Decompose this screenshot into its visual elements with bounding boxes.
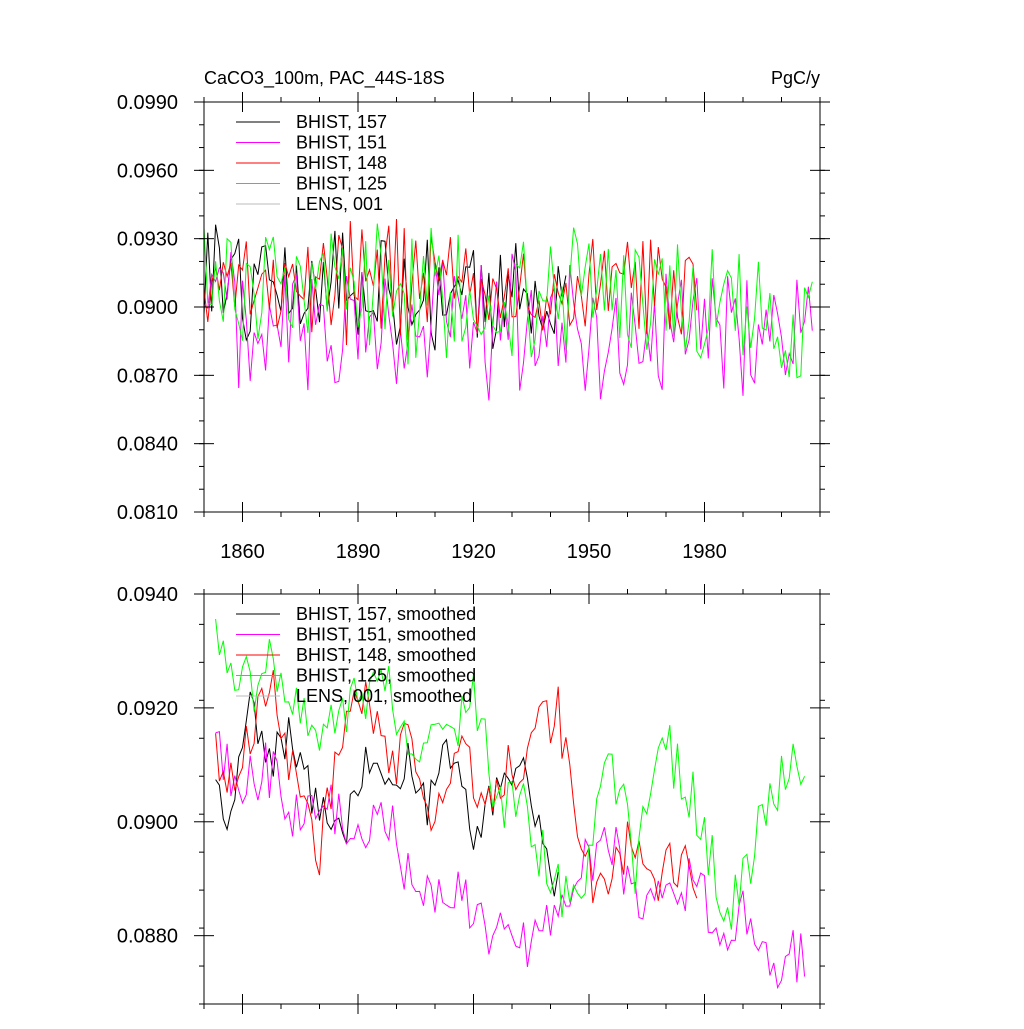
bottom-legend-label: LENS, 001, smoothed [296,686,472,706]
top-ytick-label: 0.0990 [117,92,178,114]
bottom-legend-label: BHIST, 157, smoothed [296,604,476,624]
top-legend-label: BHIST, 148 [296,153,387,173]
bottom-ytick-label: 0.0880 [117,926,178,948]
top-series-line-1 [203,252,813,401]
top-xtick-label: 1980 [682,541,727,563]
bottom-panel: 0.0940 0.0920 0.0900 0.0880 BHIST, 157, smo… [117,584,830,1014]
top-ytick-label: 0.0930 [117,229,178,251]
bottom-legend-label: BHIST, 151, smoothed [296,625,476,645]
bottom-y-axis: 0.0940 0.0920 0.0900 0.0880 [117,584,830,1005]
bottom-series-line-0 [215,691,559,897]
top-ytick-label: 0.0870 [117,365,178,387]
bottom-series-line-1 [215,731,806,990]
top-legend-label: BHIST, 157 [296,112,387,132]
bottom-x-axis [203,584,821,1014]
top-legend-label: BHIST, 125 [296,174,387,194]
top-xtick-label: 1890 [336,541,381,563]
bottom-series-line-2 [215,670,698,903]
top-panel: CaCO3_100m, PAC_44S-18S PgC/y 0.09900.09… [117,68,830,563]
top-lines [203,218,813,401]
top-title: CaCO3_100m, PAC_44S-18S [204,68,445,89]
top-y-axis: 0.0990 0.0960 0.0930 0.0900 0.0870 0.0840 0.08… [117,92,830,524]
top-ytick-label: 0.0960 [117,160,178,182]
top-legend-label: LENS, 001 [296,194,383,214]
top-ytick-label: 0.0900 [117,297,178,319]
top-series-line-2 [203,218,698,346]
bottom-lines [215,618,806,990]
bottom-legend-label: BHIST, 125, smoothed [296,666,476,686]
top-series-line-3 [203,223,813,379]
bottom-legend-label: BHIST, 148, smoothed [296,645,476,665]
bottom-series-line-3 [215,618,806,930]
top-ytick-label: 0.0810 [117,502,178,524]
top-units: PgC/y [771,68,820,88]
bottom-ytick-label: 0.0920 [117,698,178,720]
bottom-ytick-label: 0.0940 [117,584,178,606]
top-legend-label: BHIST, 151 [296,133,387,153]
bottom-ytick-label: 0.0900 [117,812,178,834]
top-xtick-label: 1920 [451,541,496,563]
top-xtick-label: 1950 [567,541,612,563]
top-xtick-label: 1860 [220,541,265,563]
top-x-axis: 1860 1890 1920 1950 1980 [203,92,821,563]
top-ytick-label: 0.0840 [117,434,178,456]
